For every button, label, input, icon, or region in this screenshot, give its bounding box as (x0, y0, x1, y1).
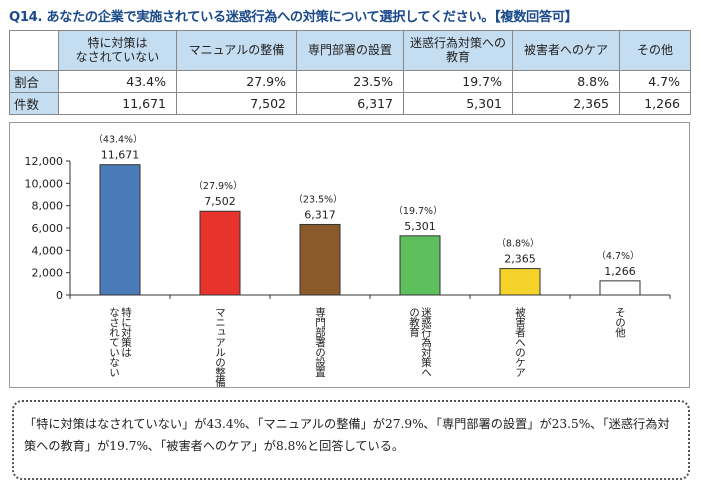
table-cell: 1,266 (619, 92, 691, 115)
y-tick-label: 0 (56, 289, 63, 302)
bar-percent-label: （23.5%） (293, 193, 342, 205)
column-header: 被害者へのケア (512, 30, 620, 71)
table-cell: 2,365 (512, 92, 620, 115)
column-header: その他 (619, 30, 691, 71)
y-tick-label: 12,000 (25, 155, 64, 168)
y-tick-label: 6,000 (32, 222, 64, 235)
x-category-label: 特に対策は (120, 307, 132, 357)
x-category-label: マニュアルの整備 (214, 307, 226, 387)
table-cell: 19.7% (403, 70, 513, 93)
bar (99, 164, 141, 296)
table-corner-cell (9, 30, 59, 71)
y-tick-label: 10,000 (25, 177, 64, 190)
bar-value-label: 2,365 (504, 253, 536, 266)
table-row-percent: 割合 43.4% 27.9% 23.5% 19.7% 8.8% 4.7% (9, 70, 691, 93)
x-category-label: の教育 (408, 307, 420, 338)
y-tick-label: 4,000 (32, 244, 64, 257)
bar-value-label: 7,502 (204, 195, 236, 208)
bar-value-label: 5,301 (404, 220, 436, 233)
bar (599, 280, 641, 296)
bar-chart-frame: 0 2,000 4,000 6,000 8,000 10,000 12,000 11,671 （… (9, 122, 690, 388)
x-category-label: その他 (614, 307, 626, 338)
table-header-row: 特に対策は なされていない マニュアルの整備 専門部署の設置 迷惑行為対策への 教育… (9, 30, 691, 71)
bar-percent-label: （27.9%） (193, 180, 242, 192)
bar-chart: 0 2,000 4,000 6,000 8,000 10,000 12,000 11,671 （… (25, 134, 671, 387)
summary-note: 「特に対策はなされていない」が43.4%､「マニュアルの整備」が27.9%､「専… (12, 400, 690, 480)
bar-percent-label: （43.4%） (93, 134, 142, 146)
y-tick-label: 8,000 (32, 200, 64, 213)
table-cell: 27.9% (176, 70, 297, 93)
column-header: マニュアルの整備 (176, 30, 297, 71)
x-category-label: 専門部署の設置 (314, 307, 326, 377)
table-cell: 23.5% (296, 70, 404, 93)
bar (399, 235, 441, 296)
table-cell: 7,502 (176, 92, 297, 115)
column-header: 特に対策は なされていない (58, 30, 177, 71)
question-title: Q14. あなたの企業で実施されている迷惑行為への対策について選択してください。… (9, 10, 578, 25)
bar-percent-label: （19.7%） (393, 205, 442, 217)
table-cell: 5,301 (403, 92, 513, 115)
y-tick-label: 2,000 (32, 267, 64, 280)
bar (199, 210, 241, 296)
table-cell: 43.4% (58, 70, 177, 93)
summary-table: 特に対策は なされていない マニュアルの整備 専門部署の設置 迷惑行為対策への 教育… (9, 30, 691, 115)
x-category-label: 迷惑行為対策へ (420, 307, 432, 377)
x-category-label: なされていない (108, 307, 120, 377)
x-category-label: 被害者へのケア (514, 306, 526, 377)
column-header: 迷惑行為対策への 教育 (403, 30, 513, 71)
row-label: 件数 (9, 92, 59, 115)
row-label: 割合 (9, 70, 59, 93)
table-cell: 6,317 (296, 92, 404, 115)
bar (299, 223, 341, 296)
bar-percent-label: （8.8%） (496, 238, 539, 250)
table-cell: 4.7% (619, 70, 691, 93)
bar (499, 268, 541, 296)
table-cell: 11,671 (58, 92, 177, 115)
bar-value-label: 1,266 (604, 265, 636, 278)
bar-value-label: 11,671 (101, 149, 140, 162)
column-header: 専門部署の設置 (296, 30, 404, 71)
bar-value-label: 6,317 (304, 208, 336, 221)
table-cell: 8.8% (512, 70, 620, 93)
bar-percent-label: （4.7%） (596, 250, 639, 262)
table-row-count: 件数 11,671 7,502 6,317 5,301 2,365 1,266 (9, 92, 691, 115)
